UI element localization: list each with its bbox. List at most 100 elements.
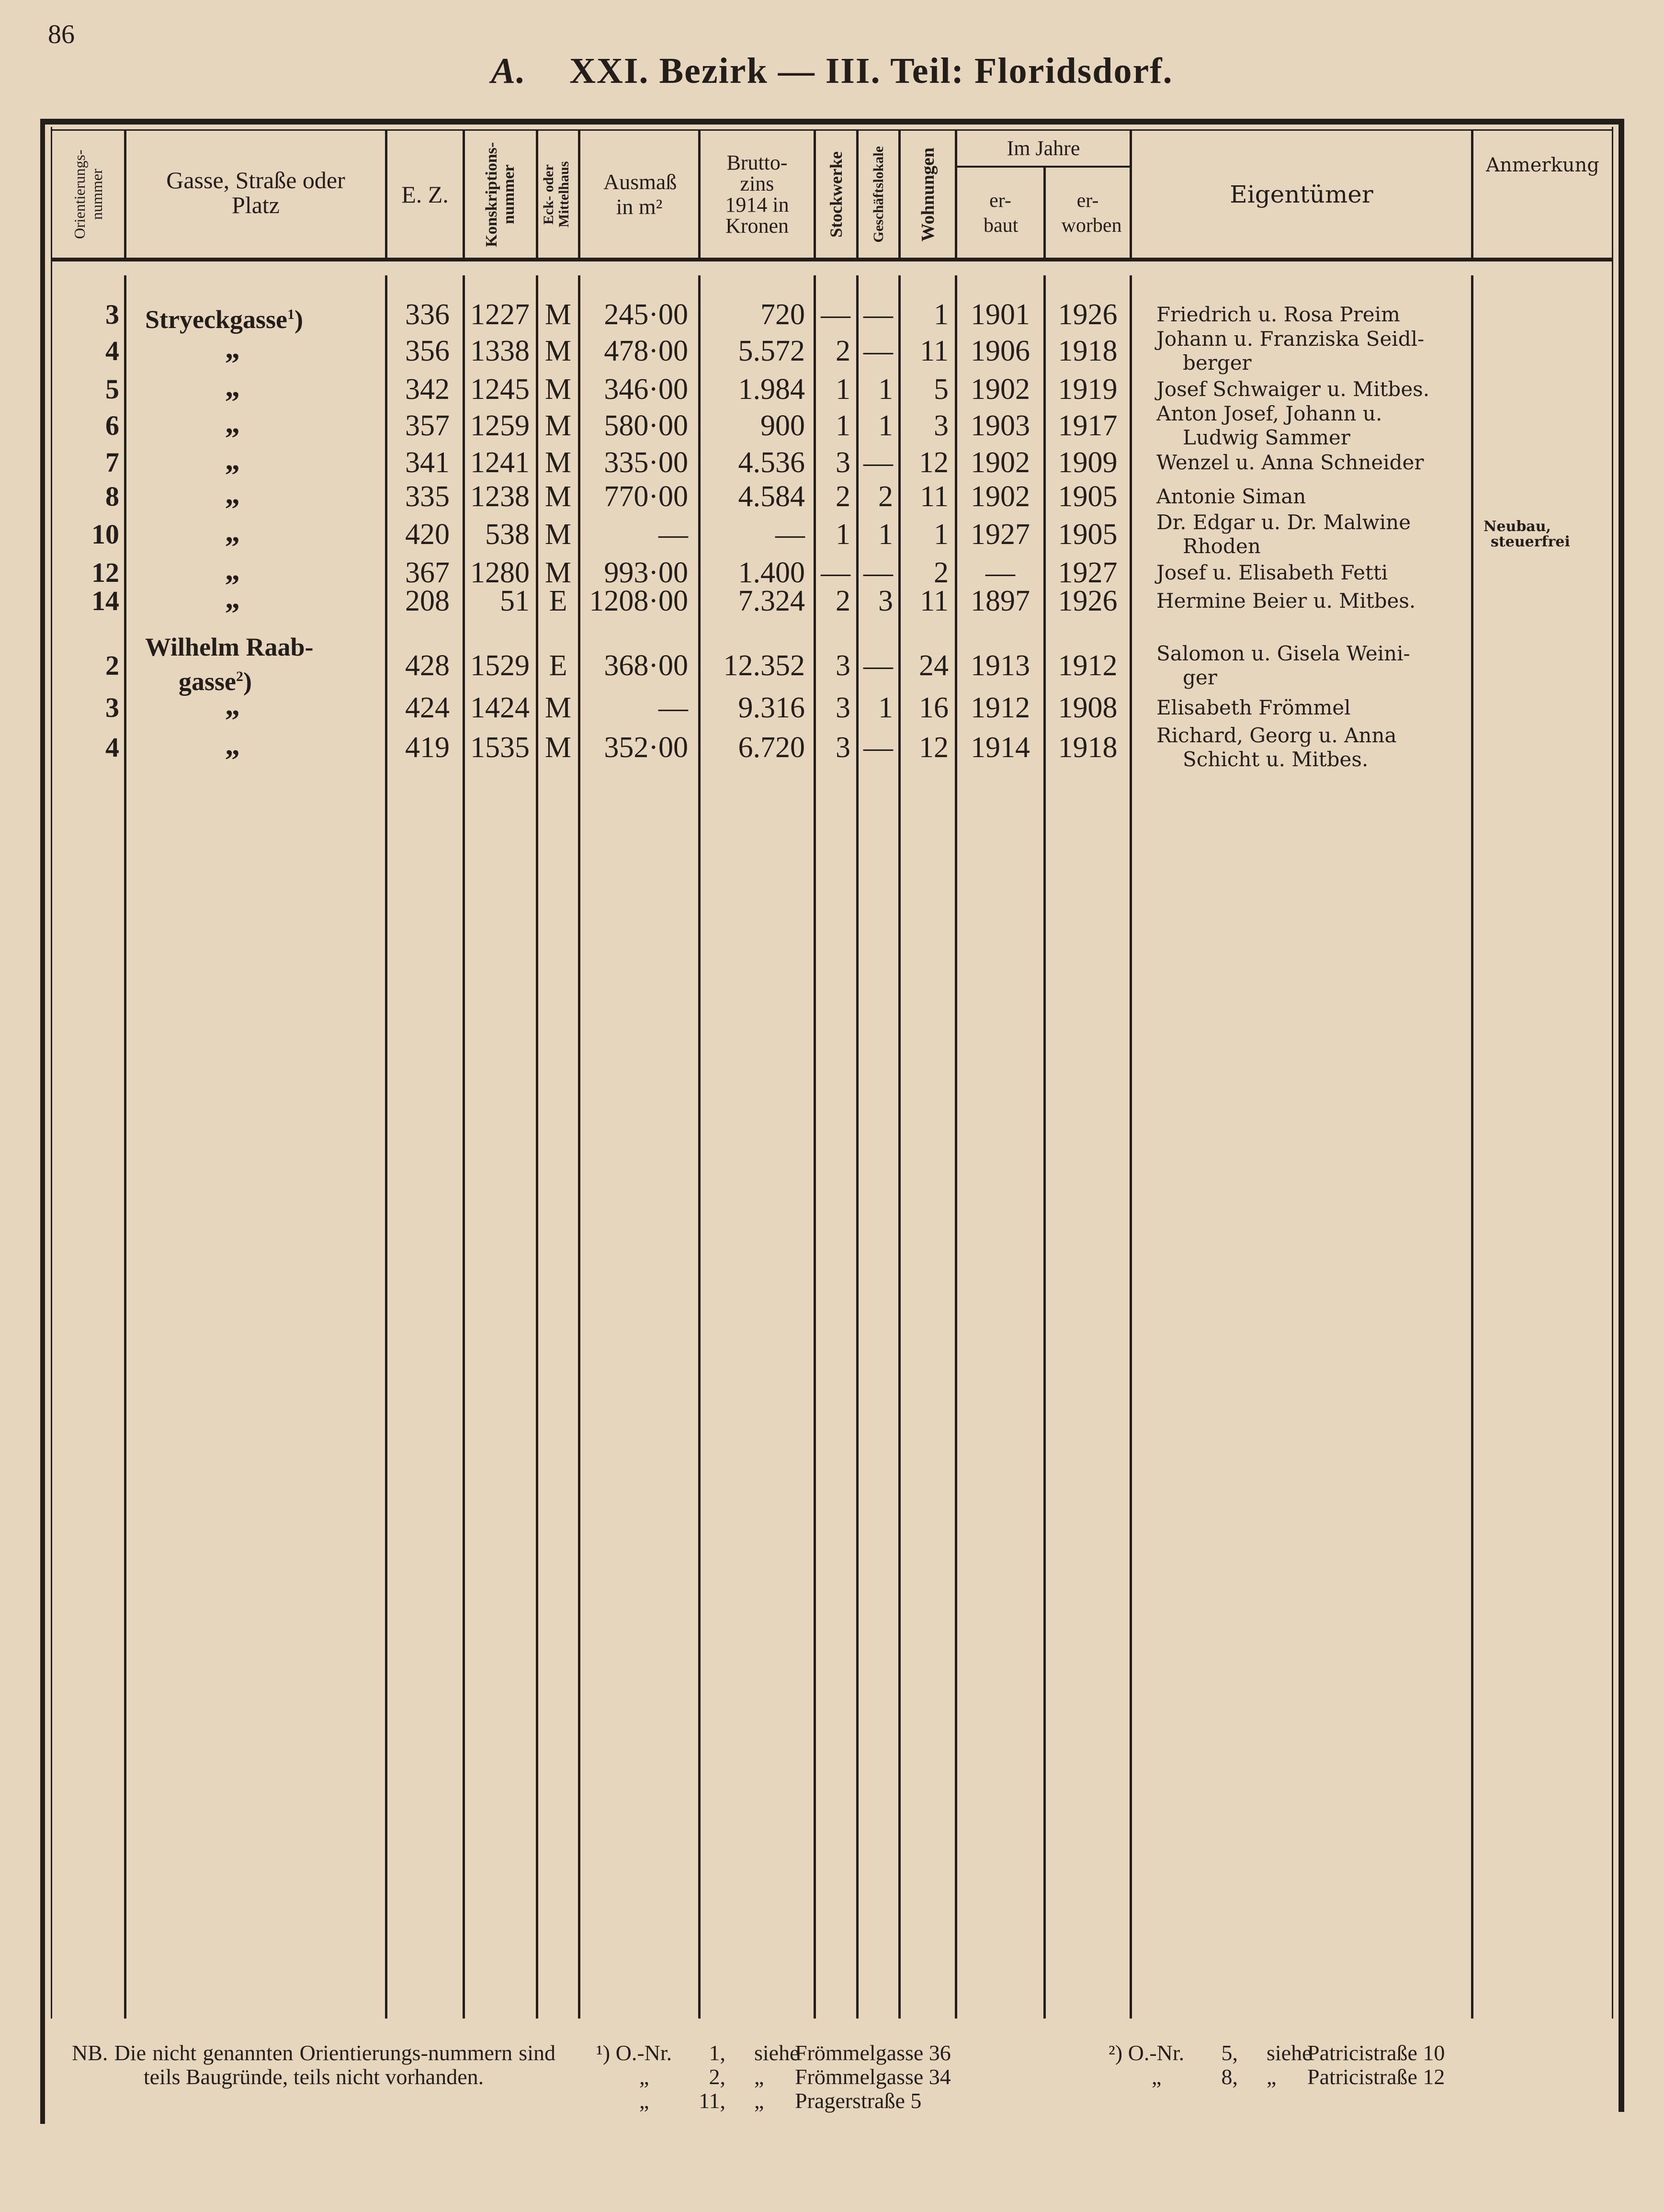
footnote-mark: „ — [1152, 2065, 1162, 2089]
ditto-mark: ” — [225, 348, 240, 380]
owner-line: Josef u. Elisabeth Fetti — [1156, 561, 1388, 584]
owner-line: Anton Josef, Johann u. — [1156, 402, 1382, 425]
cell-wohn: 2 — [934, 556, 949, 589]
footnote-siehe: „ — [754, 2065, 764, 2089]
cell-konskr: 1238 — [470, 480, 530, 513]
owner-name: Josef u. Elisabeth Fetti — [1156, 561, 1388, 585]
column-divider — [463, 275, 465, 2019]
cell-konskr: 1424 — [470, 692, 530, 724]
cell-nr: 4 — [105, 732, 119, 763]
cell-stock: 3 — [836, 446, 850, 479]
section-letter: A. — [491, 51, 527, 91]
top-inner-border — [51, 129, 1613, 131]
inner-left-border — [51, 127, 52, 2019]
cell-em: M — [544, 335, 572, 367]
cell-gesch: — — [863, 731, 893, 764]
cell-erworben: 1926 — [1058, 585, 1118, 617]
cell-wohn: 12 — [919, 731, 949, 764]
cell-erworben: 1917 — [1058, 409, 1118, 442]
column-divider — [898, 275, 901, 2019]
cell-nr: 2 — [105, 650, 119, 681]
header-im-jahre: Im Jahre — [1007, 136, 1080, 160]
cell-erbaut: 1902 — [971, 480, 1030, 513]
column-divider — [385, 275, 387, 2019]
street-name-line: Stryeckgasse1) — [145, 305, 303, 334]
cell-konskr: 538 — [485, 518, 530, 551]
cell-wohn: 12 — [919, 446, 949, 479]
cell-zins: 12.352 — [723, 649, 805, 682]
cell-erbaut: 1901 — [971, 298, 1030, 331]
cell-erworben: 1927 — [1058, 556, 1118, 589]
cell-erbaut: 1927 — [971, 518, 1030, 551]
cell-wohn: 11 — [920, 585, 949, 617]
cell-nr: 3 — [105, 299, 119, 330]
owner-line: Schicht u. Mitbes. — [1183, 748, 1369, 771]
cell-wohn: 1 — [934, 298, 949, 331]
cell-gesch: 1 — [878, 373, 893, 406]
top-border — [40, 119, 1624, 125]
cell-erworben: 1918 — [1058, 731, 1118, 764]
title-text: XXI. Bezirk — III. Teil: Floridsdorf. — [569, 51, 1173, 91]
cell-stock: 2 — [836, 480, 850, 513]
column-divider — [1130, 130, 1132, 259]
cell-wohn: 3 — [934, 409, 949, 442]
footnote-nr: 8, — [1221, 2065, 1238, 2089]
header-stockwerke: Stockwerke — [826, 151, 846, 238]
cell-zins: 720 — [760, 298, 805, 331]
cell-stock: 2 — [836, 585, 850, 617]
ditto-mark: ” — [225, 459, 240, 492]
cell-em: M — [544, 731, 572, 764]
cell-ausmass: 1208·00 — [589, 585, 688, 617]
owner-line: berger — [1183, 351, 1252, 374]
footnote-mark: ¹) O.-Nr. — [596, 2041, 672, 2065]
cell-stock: 1 — [836, 518, 850, 551]
owner-line: Elisabeth Frömmel — [1156, 696, 1351, 719]
remark: Neubau, steuerfrei — [1483, 519, 1570, 550]
cell-ez: 356 — [405, 335, 450, 367]
header-eck-mittelhaus: Eck- oder Mittelhaus — [540, 161, 572, 228]
cell-ez: 420 — [405, 518, 450, 551]
owner-line: Hermine Beier u. Mitbes. — [1156, 589, 1416, 613]
column-divider — [814, 130, 816, 259]
cell-wohn: 11 — [920, 480, 949, 513]
street-name: Stryeckgasse1) — [145, 300, 303, 334]
footnote-ref: Patricistraße 10 — [1307, 2041, 1445, 2065]
owner-name: Wenzel u. Anna Schneider — [1156, 451, 1424, 475]
footnote-siehe: „ — [1267, 2065, 1277, 2089]
street-name: Wilhelm Raab-gasse2) — [145, 632, 314, 696]
cell-ausmass: 368·00 — [604, 649, 688, 682]
cell-zins: 900 — [760, 409, 805, 442]
cell-stock: 2 — [836, 335, 850, 367]
cell-em: M — [544, 518, 572, 551]
cell-konskr: 1280 — [470, 556, 530, 589]
cell-gesch: 1 — [878, 518, 893, 551]
cell-zins: 1.400 — [738, 556, 805, 589]
cell-zins: 6.720 — [738, 731, 805, 764]
cell-ez: 336 — [405, 298, 450, 331]
footnote-nr: 11, — [699, 2088, 725, 2113]
column-divider — [1043, 275, 1046, 2019]
cell-ausmass: 346·00 — [604, 373, 688, 406]
remark-line: Neubau, — [1483, 518, 1551, 535]
cell-erworben: 1926 — [1058, 298, 1118, 331]
column-divider — [536, 275, 538, 2019]
footnote-siehe: „ — [754, 2088, 764, 2113]
owner-line: Rhoden — [1183, 534, 1261, 558]
cell-wohn: 5 — [934, 373, 949, 406]
cell-gesch: 3 — [878, 585, 893, 617]
owner-name: Dr. Edgar u. Dr. Malwine Rhoden — [1156, 510, 1411, 558]
header-ez: E. Z. — [401, 181, 449, 208]
owner-name: Johann u. Franziska Seidl-berger — [1156, 327, 1424, 375]
cell-zins: 4.584 — [738, 480, 805, 513]
street-name-line: gasse2) — [179, 667, 252, 696]
nb-note: NB. Die nicht genannten Orientierungs-nu… — [72, 2041, 555, 2089]
cell-ausmass: 335·00 — [604, 446, 688, 479]
column-divider — [698, 275, 701, 2019]
cell-zins: 5.572 — [738, 335, 805, 367]
column-divider — [856, 275, 859, 2019]
cell-erworben: 1905 — [1058, 518, 1118, 551]
column-divider — [124, 275, 126, 2019]
cell-gesch: — — [863, 556, 893, 589]
cell-ez: 428 — [405, 649, 450, 682]
cell-em: E — [549, 649, 567, 682]
